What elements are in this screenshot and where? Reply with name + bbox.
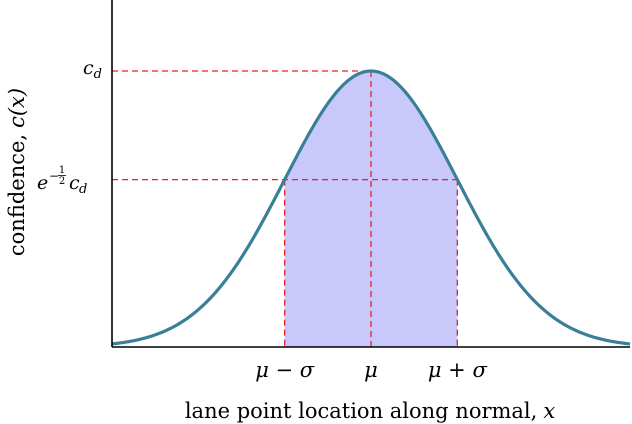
y-tick-label-exp-cd: e − 1 2 c d (37, 165, 87, 197)
svg-text:2: 2 (59, 176, 65, 187)
gaussian-curve (111, 69, 631, 346)
svg-text:e: e (37, 172, 48, 194)
svg-text:−: − (49, 169, 59, 183)
x-tick-label-mu-minus-sigma: μ − σ (255, 358, 315, 382)
x-axis-label: lane point location along normal, x (185, 399, 556, 423)
svg-text:c: c (69, 172, 80, 194)
svg-text:d: d (79, 182, 87, 197)
one-sigma-shaded-area (284, 71, 458, 347)
x-tick-label-mu: μ (364, 358, 378, 382)
svg-text:1: 1 (59, 165, 65, 176)
x-tick-label-mu-plus-sigma: μ + σ (428, 358, 488, 382)
y-tick-label-cd: cd (83, 57, 102, 82)
y-axis-label: confidence,c(x) (5, 88, 29, 256)
